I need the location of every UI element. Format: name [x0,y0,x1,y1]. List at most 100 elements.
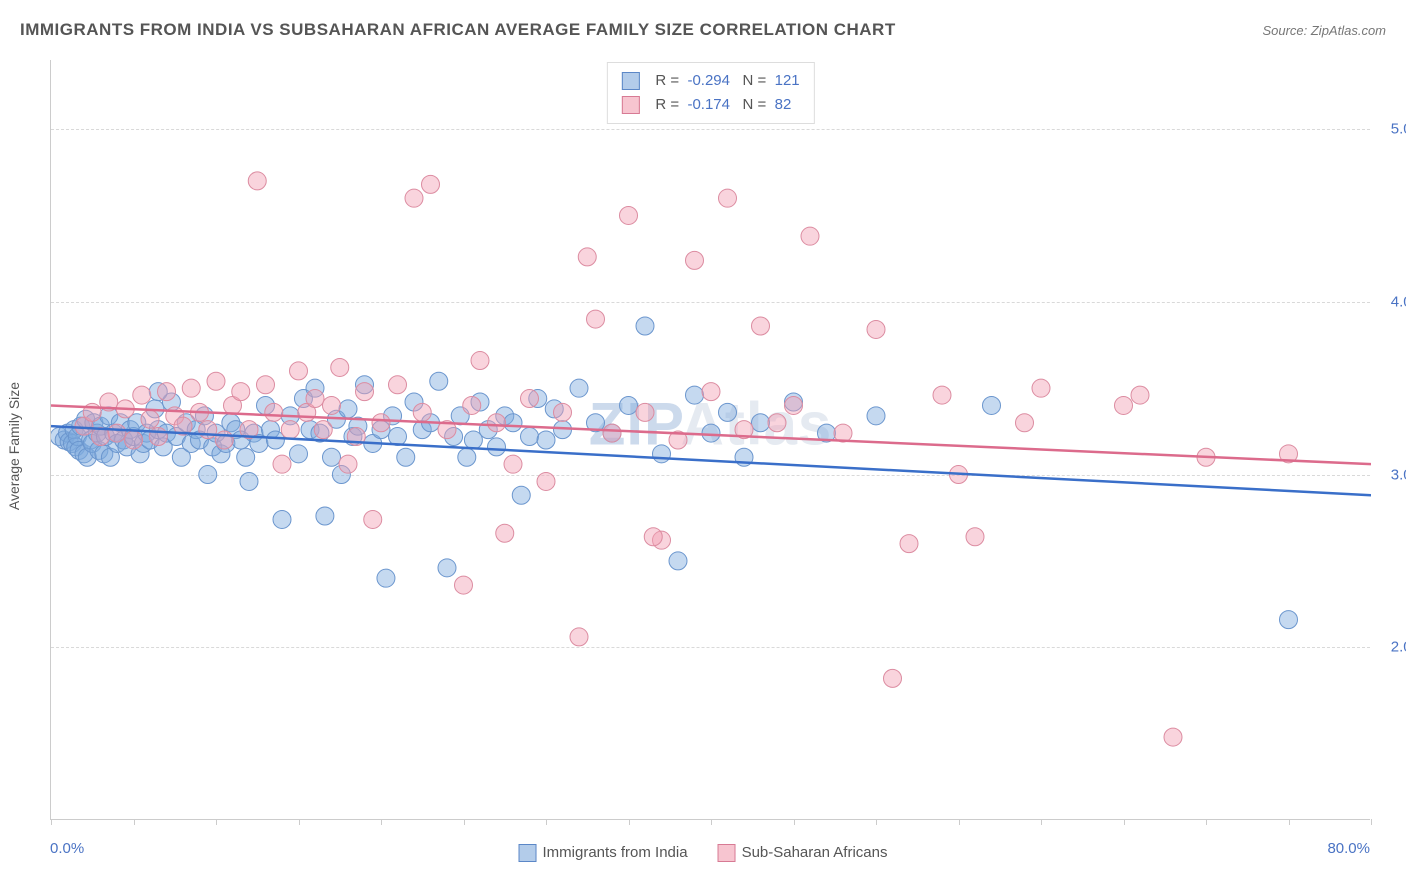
x-tick [1371,819,1372,825]
india-marker [488,438,506,456]
ssa-marker [471,352,489,370]
header-row: IMMIGRANTS FROM INDIA VS SUBSAHARAN AFRI… [20,20,1386,40]
ssa-marker [182,379,200,397]
ssa-marker [884,669,902,687]
ssa-marker [900,535,918,553]
ssa-marker [133,386,151,404]
ssa-marker [273,455,291,473]
ssa-marker [1131,386,1149,404]
india-marker [339,400,357,418]
ssa-marker [306,390,324,408]
ssa-marker [1032,379,1050,397]
ssa-marker [323,396,341,414]
india-marker [240,472,258,490]
india-marker [669,552,687,570]
ssa-marker [768,414,786,432]
india-marker [316,507,334,525]
ssa-marker [405,189,423,207]
ssa-marker [752,317,770,335]
india-marker [1280,611,1298,629]
ssa-marker [636,403,654,421]
india-marker [653,445,671,463]
ssa-marker [372,414,390,432]
ssa-marker [364,510,382,528]
ssa-marker [644,528,662,546]
swatch-ssa [621,96,639,114]
ssa-marker [422,175,440,193]
ssa-marker [1115,396,1133,414]
ssa-marker [257,376,275,394]
ssa-marker [232,383,250,401]
india-marker [521,428,539,446]
stats-row-india: R = -0.294 N = 121 [621,69,799,93]
chart-svg [51,60,1371,820]
ssa-marker [125,431,143,449]
y-tick-label: 3.00 [1376,466,1406,483]
swatch-india [621,72,639,90]
ssa-marker [1164,728,1182,746]
bottom-legend: Immigrants from India Sub-Saharan African… [519,844,888,862]
india-marker [867,407,885,425]
india-marker [636,317,654,335]
india-marker [237,448,255,466]
ssa-marker [455,576,473,594]
india-marker [752,414,770,432]
legend-item-ssa: Sub-Saharan Africans [718,844,888,862]
ssa-marker [504,455,522,473]
ssa-marker [314,421,332,439]
ssa-marker [578,248,596,266]
stats-row-ssa: R = -0.174 N = 82 [621,93,799,117]
ssa-marker [413,403,431,421]
ssa-marker [785,396,803,414]
india-marker [458,448,476,466]
ssa-marker [686,251,704,269]
india-marker [504,414,522,432]
x-min-label: 0.0% [50,840,84,857]
india-marker [199,466,217,484]
plot-area: ZIPAtlas 2.003.004.005.00R = -0.294 N = … [50,60,1370,820]
india-marker [983,396,1001,414]
india-marker [430,372,448,390]
india-marker [686,386,704,404]
ssa-marker [248,172,266,190]
x-max-label: 80.0% [1327,840,1370,857]
ssa-marker [158,383,176,401]
legend-item-india: Immigrants from India [519,844,688,862]
ssa-marker [801,227,819,245]
plot-wrap: ZIPAtlas 2.003.004.005.00R = -0.294 N = … [50,60,1370,820]
ssa-marker [265,403,283,421]
ssa-marker [356,383,374,401]
india-marker [702,424,720,442]
stats-box: R = -0.294 N = 121R = -0.174 N = 82 [606,62,814,124]
stats-text: R = -0.174 N = 82 [655,93,791,117]
swatch-ssa [718,844,736,862]
source-label: Source: ZipAtlas.com [1262,23,1386,38]
ssa-marker [537,472,555,490]
ssa-marker [290,362,308,380]
ssa-marker [463,396,481,414]
ssa-marker [331,358,349,376]
y-tick-label: 2.00 [1376,639,1406,656]
legend-label: Sub-Saharan Africans [742,844,888,861]
india-marker [323,448,341,466]
ssa-marker [554,403,572,421]
india-marker [512,486,530,504]
ssa-marker [702,383,720,401]
ssa-marker [570,628,588,646]
chart-title: IMMIGRANTS FROM INDIA VS SUBSAHARAN AFRI… [20,20,896,40]
legend-label: Immigrants from India [543,844,688,861]
ssa-marker [521,390,539,408]
ssa-marker [620,206,638,224]
india-marker [377,569,395,587]
india-marker [719,403,737,421]
ssa-marker [389,376,407,394]
ssa-marker [496,524,514,542]
ssa-marker [281,421,299,439]
ssa-marker [933,386,951,404]
ssa-marker [488,414,506,432]
ssa-marker [587,310,605,328]
ssa-marker [108,424,126,442]
y-tick-label: 4.00 [1376,293,1406,310]
swatch-india [519,844,537,862]
ssa-marker [207,372,225,390]
